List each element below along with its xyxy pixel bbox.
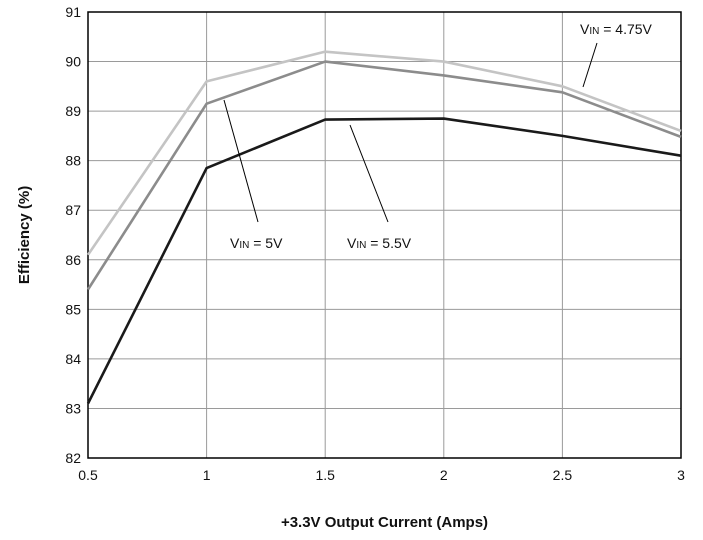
x-tick-label: 1 <box>203 467 211 483</box>
x-tick-label: 3 <box>677 467 685 483</box>
x-axis-ticks: 0.5 1 1.5 2 2.5 3 <box>78 467 685 483</box>
x-tick-label: 2.5 <box>553 467 573 483</box>
y-tick-label: 91 <box>65 4 81 20</box>
y-tick-label: 82 <box>65 450 81 466</box>
annotation-label-vin-5: VIN = 5V <box>230 235 283 251</box>
x-tick-label: 1.5 <box>315 467 335 483</box>
y-tick-label: 87 <box>65 202 81 218</box>
y-axis-title: Efficiency (%) <box>16 186 33 284</box>
y-tick-label: 86 <box>65 252 81 268</box>
y-tick-label: 84 <box>65 351 81 367</box>
series-line-1 <box>88 62 681 290</box>
annotation-leader-vin-5-5 <box>350 125 388 222</box>
series-line-2 <box>88 119 681 404</box>
annotation-vin-4-75: VIN = 4.75V <box>580 21 653 87</box>
annotation-vin-5: VIN = 5V <box>224 100 283 251</box>
annotation-label-vin-4-75: VIN = 4.75V <box>580 21 653 37</box>
y-tick-label: 89 <box>65 103 81 119</box>
y-tick-label: 88 <box>65 153 81 169</box>
x-tick-label: 2 <box>440 467 448 483</box>
x-axis-title: +3.3V Output Current (Amps) <box>281 514 488 531</box>
y-tick-label: 90 <box>65 54 81 70</box>
annotation-label-vin-5-5: VIN = 5.5V <box>347 235 412 251</box>
series-lines <box>88 52 681 404</box>
annotation-leader-vin-4-75 <box>583 43 597 87</box>
annotation-vin-5-5: VIN = 5.5V <box>347 125 412 251</box>
y-tick-label: 85 <box>65 301 81 317</box>
x-tick-label: 0.5 <box>78 467 98 483</box>
y-axis-ticks: 82 83 84 85 86 87 88 89 90 91 <box>65 4 81 466</box>
y-tick-label: 83 <box>65 400 81 416</box>
